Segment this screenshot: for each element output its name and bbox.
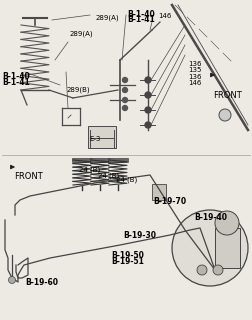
Circle shape	[122, 87, 128, 92]
Text: B-1-41: B-1-41	[3, 78, 30, 87]
Text: 135: 135	[188, 68, 201, 73]
Text: B-19-70: B-19-70	[154, 197, 187, 206]
Text: B-19-51: B-19-51	[111, 257, 144, 266]
Text: B-1-40: B-1-40	[3, 72, 30, 81]
Bar	[152, 184, 166, 200]
Text: 136: 136	[188, 61, 201, 67]
Text: B-1-40: B-1-40	[127, 10, 155, 19]
Bar	[215, 228, 240, 268]
Text: 24 (B): 24 (B)	[79, 167, 101, 173]
Bar	[88, 126, 116, 148]
Bar	[90, 158, 110, 162]
Circle shape	[215, 211, 239, 235]
Text: B-19-40: B-19-40	[194, 213, 227, 222]
Circle shape	[9, 276, 16, 284]
Text: 24 (B): 24 (B)	[116, 177, 137, 183]
Text: B-1-41: B-1-41	[127, 15, 155, 24]
Circle shape	[145, 107, 151, 113]
Circle shape	[219, 109, 231, 121]
Text: 289(B): 289(B)	[67, 86, 90, 93]
Text: FRONT: FRONT	[213, 92, 242, 100]
Text: 146: 146	[188, 80, 201, 86]
Bar	[72, 158, 92, 162]
Text: 289(A): 289(A)	[96, 14, 119, 21]
Text: 24 (B): 24 (B)	[98, 172, 119, 179]
Circle shape	[172, 210, 248, 286]
Circle shape	[122, 98, 128, 102]
Text: 136: 136	[188, 74, 201, 80]
Circle shape	[122, 77, 128, 83]
Text: B-19-30: B-19-30	[123, 231, 156, 240]
Text: FRONT: FRONT	[14, 172, 43, 181]
Circle shape	[122, 106, 128, 110]
Circle shape	[145, 92, 151, 98]
Circle shape	[197, 265, 207, 275]
Circle shape	[145, 122, 151, 128]
Text: 146: 146	[158, 13, 171, 19]
Text: B-19-50: B-19-50	[111, 252, 144, 260]
Text: E-3: E-3	[89, 136, 101, 142]
Bar	[108, 158, 128, 162]
Circle shape	[213, 265, 223, 275]
Text: 289(A): 289(A)	[69, 30, 93, 37]
Circle shape	[145, 77, 151, 83]
Text: B-19-60: B-19-60	[25, 278, 58, 287]
